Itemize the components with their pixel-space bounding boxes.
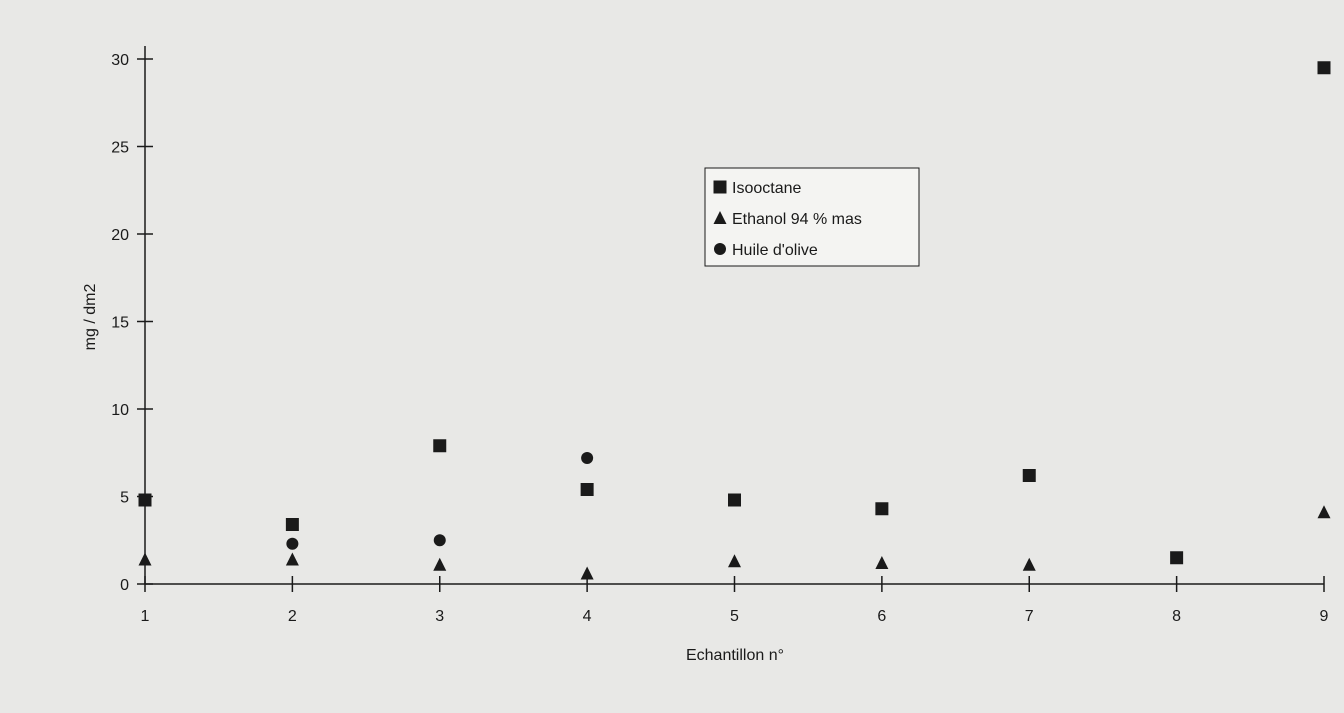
triangle-data-point — [138, 552, 152, 566]
triangle-data-point — [875, 556, 889, 569]
triangle-data-point — [1317, 505, 1331, 519]
legend-triangle-marker — [713, 211, 727, 224]
x-tick-label: 1 — [141, 608, 150, 625]
axes: 0 5 10 15 20 25 30 1 2 3 4 5 6 7 8 9 — [111, 46, 1329, 625]
circle-data-point — [433, 534, 446, 547]
x-axis-label: Echantillon n° — [686, 647, 784, 664]
triangle-data-point — [728, 554, 741, 568]
legend-label: Isooctane — [732, 180, 801, 197]
triangle-data-point — [285, 552, 299, 566]
y-ticks: 0 5 10 15 20 25 30 — [111, 52, 153, 594]
circle-data-point — [581, 452, 594, 464]
y-tick-label: 0 — [120, 577, 129, 594]
legend-box — [704, 167, 920, 267]
y-axis-label: mg / dm2 — [82, 284, 99, 351]
square-data-point — [138, 493, 152, 507]
y-tick-label: 20 — [111, 227, 129, 244]
square-data-point — [433, 439, 447, 453]
circle-data-point — [286, 537, 299, 550]
x-tick-label: 6 — [877, 608, 886, 625]
square-data-point — [1022, 469, 1036, 482]
legend-items: Isooctane Ethanol 94 % mas Huile d'olive — [713, 180, 862, 259]
x-tick-label: 3 — [435, 608, 444, 625]
legend-square-marker — [713, 180, 727, 194]
square-data-point — [285, 518, 299, 531]
triangle-data-point — [433, 557, 447, 571]
square-data-point — [1170, 551, 1184, 565]
square-data-point — [580, 483, 594, 496]
square-data-point — [728, 493, 741, 507]
y-tick-label: 15 — [111, 315, 129, 332]
x-tick-label: 5 — [730, 608, 739, 625]
x-tick-label: 8 — [1172, 608, 1181, 625]
x-ticks: 1 2 3 4 5 6 7 8 9 — [141, 576, 1329, 625]
y-tick-label: 10 — [111, 402, 129, 419]
triangle-data-point — [1022, 557, 1036, 571]
x-tick-label: 7 — [1025, 608, 1034, 625]
y-tick-label: 30 — [111, 52, 129, 69]
legend-label: Ethanol 94 % mas — [732, 211, 862, 228]
data-points — [138, 61, 1331, 580]
y-tick-label: 5 — [120, 490, 129, 507]
x-tick-label: 4 — [583, 608, 592, 625]
square-data-point — [875, 502, 889, 516]
y-tick-label: 25 — [111, 140, 129, 157]
triangle-data-point — [580, 566, 594, 580]
x-tick-label: 9 — [1320, 608, 1329, 625]
legend-label: Huile d'olive — [732, 242, 818, 259]
legend-circle-marker — [714, 243, 726, 255]
x-tick-label: 2 — [288, 608, 297, 625]
square-data-point — [1317, 61, 1331, 75]
legend: Isooctane Ethanol 94 % mas Huile d'olive — [704, 167, 920, 267]
